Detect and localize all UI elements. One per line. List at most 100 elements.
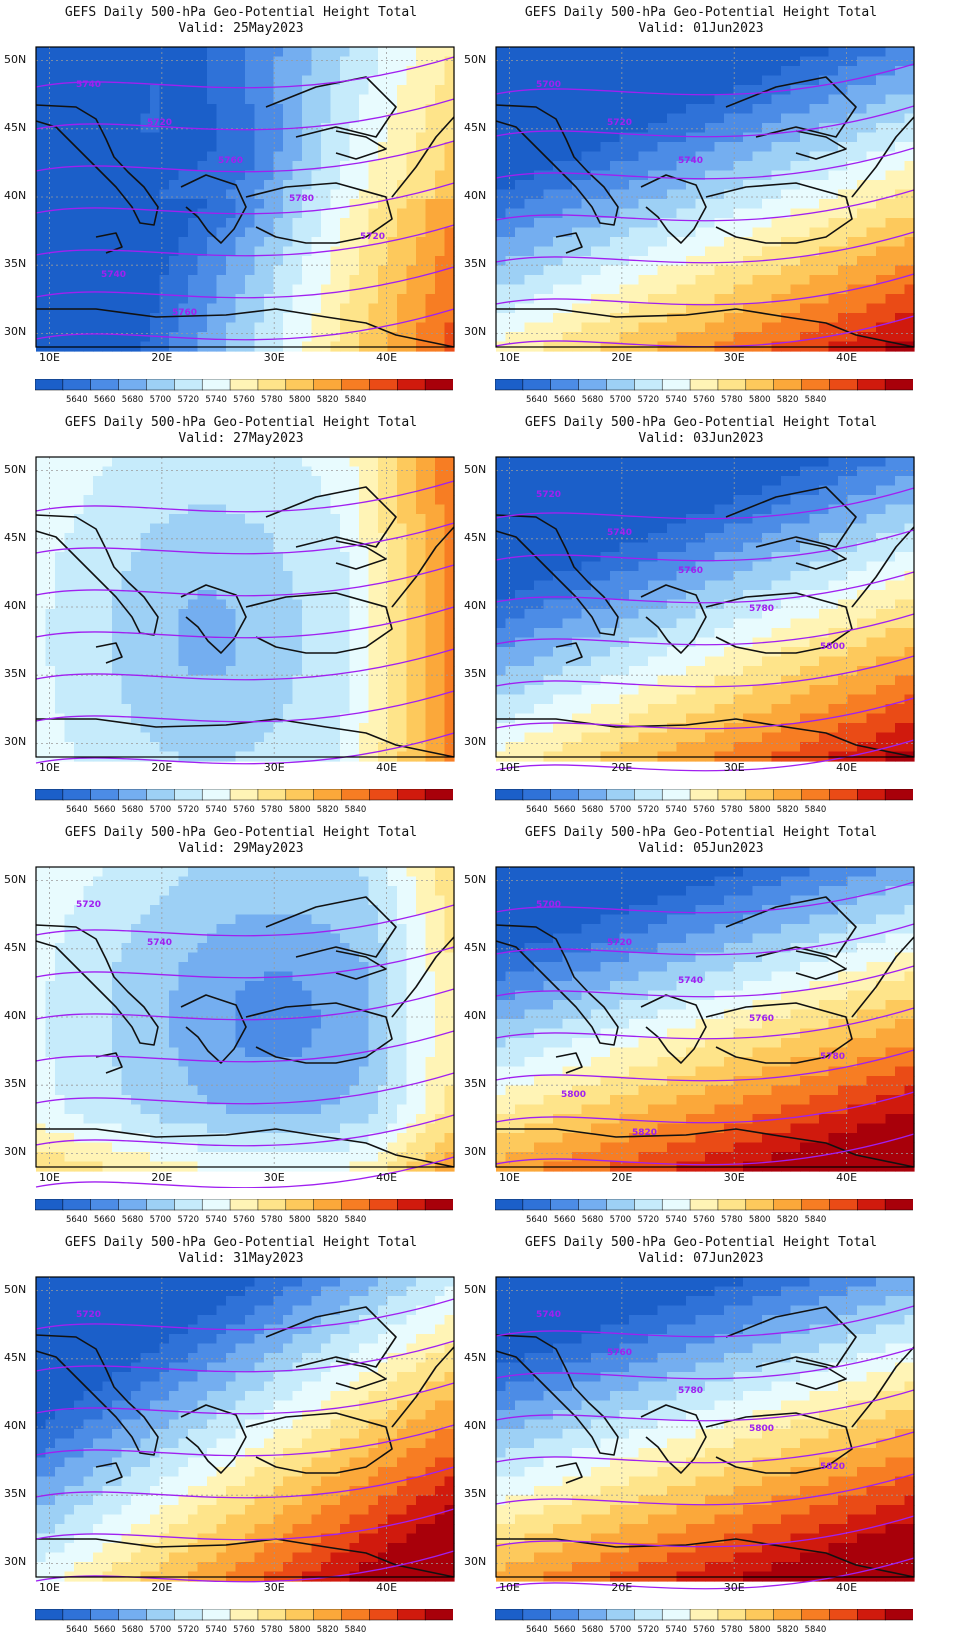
colorbar-swatch <box>146 1199 176 1211</box>
colorbar-label: 5740 <box>205 1625 227 1635</box>
colorbar-label: 5640 <box>526 1215 548 1225</box>
colorbar-swatch <box>634 379 663 391</box>
height-map: 5720 10E 20E 30E 40E <box>35 1276 455 1594</box>
lon-tick-label: 30E <box>264 1581 285 1594</box>
colorbar-label: 5680 <box>122 1625 144 1635</box>
contour-label: 5740 <box>76 80 101 90</box>
colorbar-label: 5680 <box>582 1625 604 1635</box>
colorbar-label: 5700 <box>610 1215 632 1225</box>
lon-tick-label: 20E <box>151 761 172 774</box>
colorbar-label: 5720 <box>637 1625 659 1635</box>
lat-tick-label: 30N <box>464 325 487 339</box>
colorbar-label: 5840 <box>345 395 367 405</box>
colorbar-label: 5640 <box>526 1625 548 1635</box>
colorbar-swatch <box>397 1609 426 1621</box>
colorbar-label: 5840 <box>805 805 827 815</box>
colorbar-label: 5700 <box>150 1625 172 1635</box>
map-panel: GEFS Daily 500-hPa Geo-Potential Height … <box>0 820 482 1230</box>
colorbar-swatch <box>857 1609 886 1621</box>
contour-label: 5820 <box>820 1462 845 1472</box>
lat-tick-label: 30N <box>464 1145 487 1159</box>
colorbar: 5640 5660 5680 5700 5720 5740 5760 5780 5800 5820… <box>495 1199 913 1225</box>
colorbar-swatch <box>773 379 803 391</box>
colorbar-swatch <box>90 1609 120 1621</box>
colorbar-swatch <box>745 789 775 801</box>
contour-label: 5700 <box>536 900 561 910</box>
colorbar-swatch <box>424 789 453 801</box>
panel-valid-date: Valid: 25May2023 <box>178 21 304 36</box>
colorbar-label: 5720 <box>177 805 199 815</box>
colorbar-swatch <box>857 379 886 391</box>
lon-tick-label: 40E <box>836 351 857 364</box>
lon-tick-label: 20E <box>151 351 172 364</box>
panel-title: GEFS Daily 500-hPa Geo-Potential Height … <box>64 5 418 20</box>
colorbar-swatch <box>801 789 831 801</box>
lat-tick-label: 40N <box>464 599 487 612</box>
lat-tick-label: 45N <box>4 1350 27 1364</box>
colorbar-label: 5660 <box>554 1215 576 1225</box>
colorbar-swatch <box>884 1609 913 1621</box>
colorbar: 5640 5660 5680 5700 5720 5740 5760 5780 5800 5820… <box>495 379 913 405</box>
colorbar-swatch <box>773 1199 803 1211</box>
contour-label: 5760 <box>749 1014 774 1024</box>
colorbar: 5640 5660 5680 5700 5720 5740 5760 5780 5800 5820… <box>35 1609 453 1635</box>
colorbar-label: 5760 <box>693 395 715 405</box>
lon-tick-label: 20E <box>151 1171 172 1184</box>
lat-tick-label: 35N <box>464 667 487 681</box>
colorbar-label: 5740 <box>665 805 687 815</box>
colorbar-swatch <box>229 379 259 391</box>
colorbar-swatch <box>689 1609 719 1621</box>
colorbar-label: 5800 <box>749 1215 771 1225</box>
colorbar-swatch <box>424 1609 453 1621</box>
colorbar: 5640 5660 5680 5700 5720 5740 5760 5780 5800 5820… <box>495 789 913 815</box>
lat-tick-label: 50N <box>4 1282 27 1296</box>
lat-tick-label: 40N <box>4 189 27 202</box>
panel-title: GEFS Daily 500-hPa Geo-Potential Height … <box>64 1235 418 1250</box>
colorbar-swatch <box>397 789 426 801</box>
colorbar-label: 5640 <box>66 805 88 815</box>
colorbar-swatch <box>341 379 371 391</box>
panel-title: GEFS Daily 500-hPa Geo-Potential Height … <box>524 415 878 430</box>
panel-valid-date: Valid: 27May2023 <box>178 431 304 446</box>
colorbar-swatch <box>201 1199 231 1211</box>
colorbar-swatch <box>745 1199 775 1211</box>
height-map: 5700 5720 5740 10E 20E 30E 40E <box>495 46 915 364</box>
lat-tick-label: 30N <box>4 735 27 749</box>
colorbar-swatch <box>397 379 426 391</box>
colorbar-swatch <box>522 1199 552 1211</box>
contour-label: 5780 <box>749 604 774 614</box>
height-map: 5740 5760 5780 5800 5820 10E 20E 30E 40E <box>495 1276 915 1594</box>
colorbar-label: 5840 <box>345 1625 367 1635</box>
colorbar-swatch <box>522 1609 552 1621</box>
colorbar-swatch <box>369 789 399 801</box>
colorbar-swatch <box>522 789 552 801</box>
colorbar-swatch <box>578 789 608 801</box>
colorbar-swatch <box>522 379 552 391</box>
colorbar-label: 5740 <box>665 395 687 405</box>
colorbar-swatch <box>717 1199 747 1211</box>
panel-valid-date: Valid: 07Jun2023 <box>638 1251 764 1266</box>
map-panel: GEFS Daily 500-hPa Geo-Potential Height … <box>0 0 482 410</box>
lat-tick-label: 50N <box>464 462 487 476</box>
colorbar-label: 5700 <box>610 805 632 815</box>
colorbar-swatch <box>146 1609 176 1621</box>
map-panel: GEFS Daily 500-hPa Geo-Potential Height … <box>460 0 942 410</box>
lon-tick-label: 30E <box>724 761 745 774</box>
colorbar-swatch <box>285 379 315 391</box>
colorbar-label: 5780 <box>721 1215 743 1225</box>
colorbar-swatch <box>857 1199 886 1211</box>
colorbar-swatch <box>689 379 719 391</box>
colorbar-swatch <box>341 789 371 801</box>
contour-label: 5780 <box>289 194 314 204</box>
colorbar-swatch <box>661 1199 691 1211</box>
colorbar-swatch <box>773 1609 803 1621</box>
colorbar-swatch <box>174 1199 203 1211</box>
colorbar-label: 5700 <box>150 805 172 815</box>
colorbar-label: 5720 <box>637 395 659 405</box>
lat-tick-label: 35N <box>4 1487 27 1501</box>
colorbar-label: 5760 <box>233 1625 255 1635</box>
lat-tick-label: 40N <box>4 599 27 612</box>
colorbar-label: 5680 <box>122 805 144 815</box>
lon-tick-label: 40E <box>836 1581 857 1594</box>
contour-label: 5740 <box>101 270 126 280</box>
